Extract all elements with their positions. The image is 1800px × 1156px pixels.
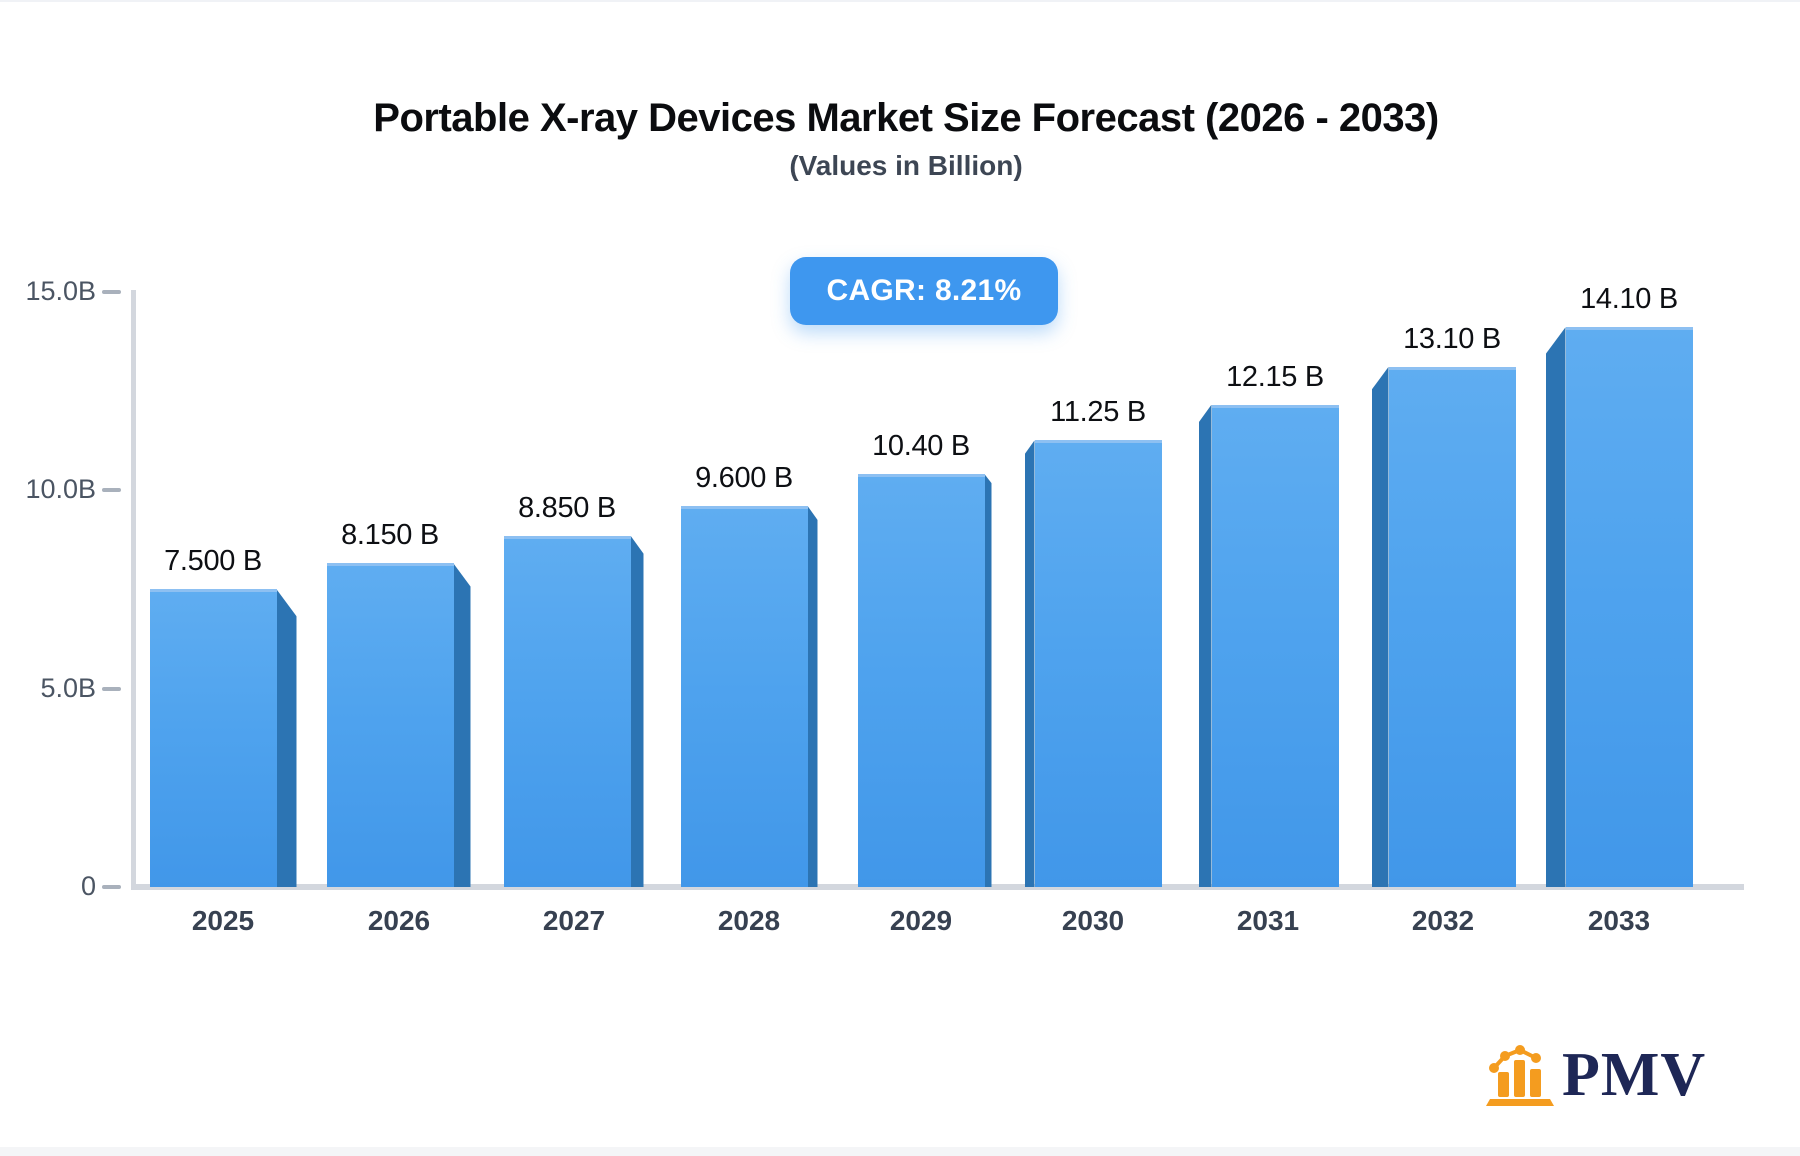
pmv-logo-text: PMV (1562, 1041, 1707, 1109)
bar-value-label: 8.150 B (341, 519, 439, 552)
bar-2027 (503, 535, 631, 887)
bar-side-2029 (984, 474, 992, 887)
bar-side-2027 (630, 535, 644, 887)
cagr-badge: CAGR: 8.21% (790, 257, 1058, 325)
bar-value-label: 14.10 B (1580, 283, 1678, 316)
bar-2032 (1388, 366, 1516, 887)
bar-side-2031 (1198, 404, 1212, 887)
bar-side-2026 (453, 563, 471, 887)
bar-value-label: 10.40 B (872, 430, 970, 463)
y-tick-label: 5.0B (40, 672, 96, 703)
y-axis-line (131, 290, 136, 889)
bar-chart-logo-icon (1486, 1045, 1554, 1106)
y-tick-mark (102, 686, 121, 691)
bar-value-label: 7.500 B (164, 545, 262, 578)
x-axis-baseline (131, 884, 1744, 890)
y-tick-label: 0 (80, 871, 96, 901)
y-tick-label: 15.0B (25, 275, 96, 306)
y-tick-mark (102, 488, 121, 492)
bar-value-label: 9.600 B (695, 461, 793, 494)
x-axis-label-2029: 2029 (889, 905, 953, 936)
bar-side-2033 (1545, 327, 1566, 887)
bar-value-label: 12.15 B (1226, 360, 1324, 393)
x-axis-label-2028: 2028 (717, 905, 781, 936)
x-axis-label-2033: 2033 (1587, 905, 1651, 936)
y-tick-label: 10.0B (25, 474, 96, 504)
pmv-logo: PMV (1484, 1042, 1706, 1108)
x-axis-label-2031: 2031 (1236, 905, 1300, 936)
bar-2030 (1034, 440, 1162, 887)
chart-subtitle: (Values in Billion) (789, 150, 1023, 181)
x-axis-label-2025: 2025 (191, 905, 255, 936)
bar-2031 (1211, 404, 1339, 887)
x-axis-label-2030: 2030 (1061, 905, 1125, 936)
x-axis-label-2026: 2026 (367, 905, 431, 936)
bar-value-label: 8.850 B (518, 491, 616, 524)
y-tick-mark (102, 289, 121, 294)
bar-value-label: 11.25 B (1050, 396, 1146, 429)
bar-side-2032 (1371, 366, 1389, 887)
x-axis-label-2032: 2032 (1411, 905, 1475, 936)
bar-2026 (326, 563, 454, 887)
bar-value-label: 13.10 B (1403, 322, 1501, 355)
bar-2025 (149, 589, 277, 887)
cagr-badge-label: CAGR: 8.21% (826, 274, 1022, 307)
x-axis-label-2027: 2027 (542, 905, 606, 936)
bar-2028 (680, 505, 808, 887)
bar-side-2028 (807, 505, 818, 887)
bar-side-2025 (276, 589, 297, 887)
bar-2033 (1565, 327, 1693, 887)
y-tick-mark (102, 885, 121, 889)
bar-side-2030 (1024, 440, 1035, 887)
bar-2029 (857, 474, 985, 887)
chart-title: Portable X-ray Devices Market Size Forec… (373, 96, 1439, 140)
